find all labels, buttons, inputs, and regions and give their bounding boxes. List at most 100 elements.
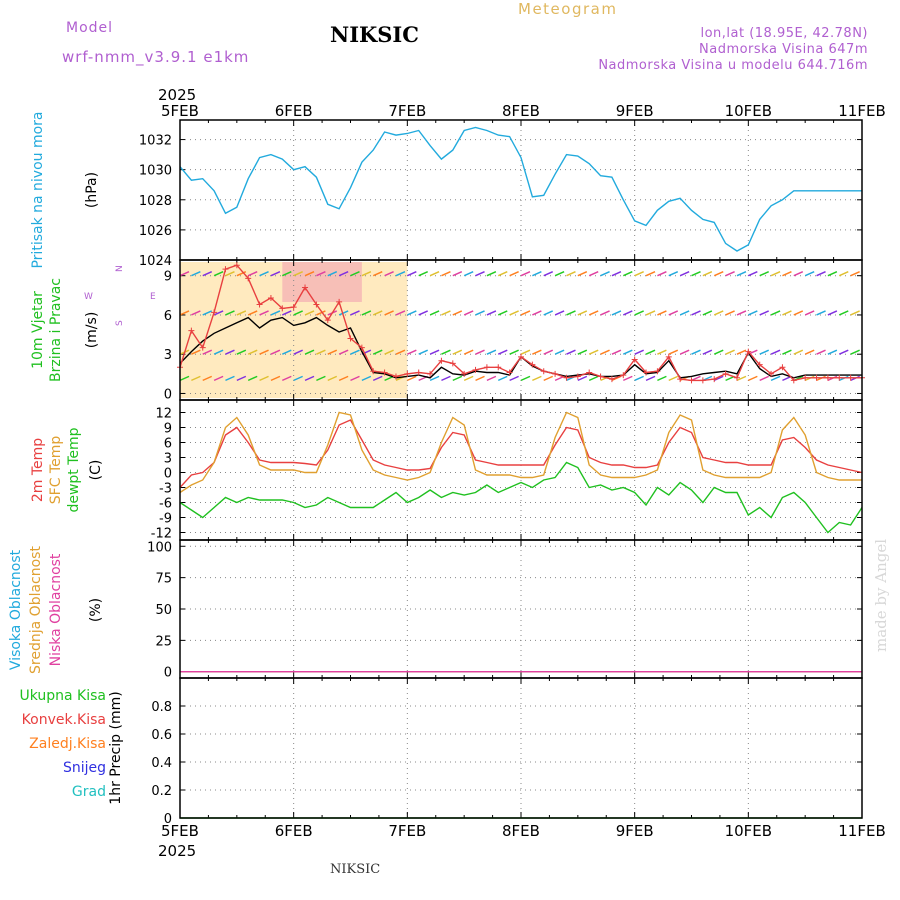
wind-barb-arrow (816, 271, 826, 277)
wind-barb-arrow (441, 310, 451, 316)
wind-barb-arrow (463, 310, 474, 316)
wind-barb-arrow (748, 271, 758, 277)
gust-marker (608, 376, 615, 383)
gust-marker (574, 373, 581, 380)
wind-barb-arrow (384, 271, 394, 277)
y-tick-label: 0 (164, 387, 172, 402)
y-tick-label: 9 (164, 270, 172, 285)
wind-barb-arrow (543, 375, 554, 382)
wind-barb-arrow (600, 349, 610, 355)
gust-marker (324, 317, 331, 324)
wind-barb-arrow (338, 375, 349, 382)
wind-barb-arrow (827, 271, 838, 277)
y-tick-label: 0.8 (151, 700, 172, 715)
x-tick-label-bottom: 8FEB (502, 822, 540, 840)
x-tick-label-bottom: 11FEB (838, 822, 885, 840)
wind-barb-arrow (702, 271, 713, 277)
wind-barb-arrow (600, 310, 610, 316)
wind-barb-arrow (759, 375, 770, 382)
meteogram-title: Meteogram (518, 0, 618, 18)
y-tick-label: 6 (164, 437, 172, 452)
wind-barb-arrow (270, 375, 281, 382)
wind-barb-arrow (679, 310, 690, 316)
wind-barb-arrow (850, 349, 860, 355)
wind-barb-arrow (520, 310, 531, 316)
gust-marker (529, 361, 536, 368)
gust-marker (313, 301, 320, 308)
wind-barb-arrow (713, 310, 724, 316)
wind-barb-arrow (452, 375, 463, 382)
wind-barb-arrow (600, 271, 610, 277)
y-tick-label: -3 (159, 482, 172, 497)
wind-barb-arrow (850, 271, 860, 277)
wind-barb-arrow (418, 310, 429, 316)
wind-barb-arrow (588, 310, 599, 316)
wind-barb-arrow (270, 349, 281, 355)
x-tick-label-top: 10FEB (725, 102, 772, 120)
wind-barb-arrow (247, 271, 258, 277)
temp-2m-ylabel: 2m Temp (30, 438, 46, 502)
gust-marker (540, 368, 547, 375)
y-tick-label: 0.4 (151, 756, 172, 771)
wind-barb-arrow (691, 349, 701, 355)
elevation-label: Nadmorska Visina 647m (699, 42, 868, 57)
wind-barb-arrow (486, 349, 497, 355)
wind-barb-arrow (532, 271, 542, 277)
pressure-ylabel: Pritisak na nivou mora (30, 111, 46, 268)
wind-barb-arrow (702, 310, 713, 316)
x-tick-label-top: 9FEB (616, 102, 654, 120)
wind-barb-arrow (566, 349, 576, 355)
wind-barb-arrow (509, 349, 519, 355)
wind-barb-arrow (770, 375, 781, 382)
wind-barb-arrow (350, 375, 360, 382)
wind-barb-arrow (816, 310, 826, 316)
wind-barb-arrow (611, 310, 622, 316)
x-tick-label-bottom: 10FEB (725, 822, 772, 840)
gust-marker (495, 364, 502, 371)
wind-barb-arrow (327, 271, 338, 277)
wind-barb-arrow (202, 349, 213, 355)
wind-barb-arrow (782, 271, 792, 277)
wind-barb-arrow (702, 349, 713, 355)
wind-barb-arrow (691, 310, 701, 316)
wind-barb-arrow (759, 271, 770, 277)
wind-barb-arrow (759, 310, 770, 316)
wind-barb-arrow (293, 310, 303, 316)
x-tick-label-top: 7FEB (388, 102, 426, 120)
wind-barb-arrow (543, 349, 554, 355)
wind-barb-arrow (577, 271, 588, 277)
wind-barb-arrow (543, 271, 554, 277)
wind-barb-arrow (327, 375, 338, 382)
wind-barb-arrow (236, 349, 247, 355)
temp-unit-label: (C) (88, 460, 104, 481)
wind-barb-arrow (782, 349, 792, 355)
wind-barb-arrow (577, 349, 588, 355)
gust-marker (279, 305, 286, 312)
wind-barb-arrow (281, 271, 292, 277)
wind-barb-arrow (838, 271, 849, 277)
wind-barb-arrow (497, 310, 508, 316)
wind-barb-arrow (259, 271, 269, 277)
gust-marker (188, 327, 195, 334)
wind-barb-arrow (452, 310, 463, 316)
wind-barb-arrow (213, 310, 224, 316)
gust-marker (483, 364, 490, 371)
gust-marker (756, 361, 763, 368)
x-tick-label-top: 6FEB (275, 102, 313, 120)
y-tick-label: 25 (155, 634, 172, 649)
wind-barb-arrow (463, 375, 474, 382)
wind-barb-arrow (793, 349, 804, 355)
wind-barb-arrow (395, 310, 406, 316)
wind-barb-arrow (554, 349, 565, 355)
wind-barb-arrow (418, 349, 429, 355)
wind-barb-arrow (736, 271, 747, 277)
y-tick-label: 0 (164, 812, 172, 827)
y-tick-label: 1026 (139, 224, 172, 239)
wind-barb-arrow (372, 375, 383, 382)
wind-barb-arrow (748, 310, 758, 316)
wind-barb-arrow (452, 349, 463, 355)
credit-label: made by Angel (872, 538, 890, 652)
wind-barb-arrow (509, 375, 519, 382)
wind-barb-arrow (520, 375, 531, 382)
